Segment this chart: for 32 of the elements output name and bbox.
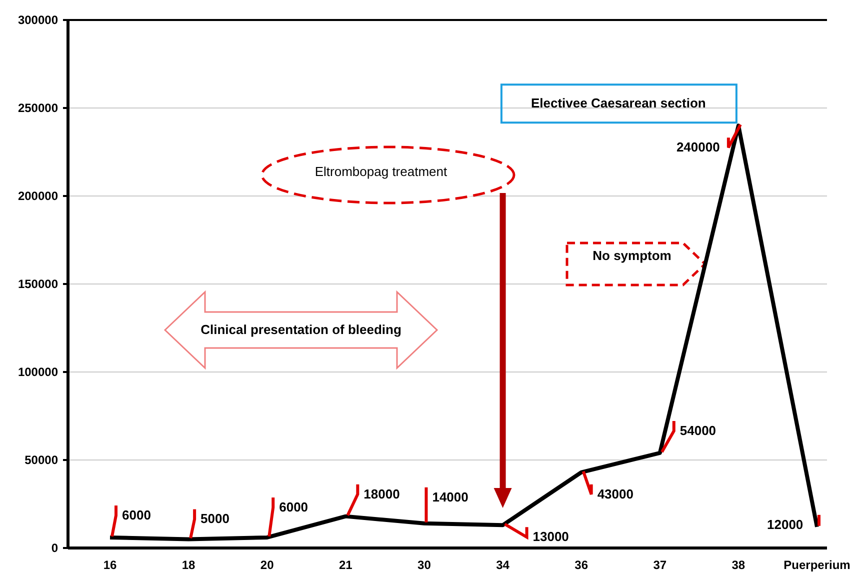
data-label: 12000 — [767, 516, 804, 532]
data-label: 43000 — [597, 486, 634, 502]
line-series — [108, 124, 819, 542]
y-tick-label: 150000 — [18, 277, 58, 291]
x-tick-label: 16 — [103, 558, 117, 572]
x-tick-label: 36 — [574, 558, 588, 572]
y-tick-label: 50000 — [24, 453, 58, 467]
x-tick-label: 37 — [653, 558, 667, 572]
x-tick-label: 18 — [182, 558, 196, 572]
data-label: 240000 — [676, 140, 720, 155]
x-tick-label: 38 — [732, 558, 746, 572]
y-tick-label: 250000 — [18, 101, 58, 115]
data-label: 13000 — [532, 529, 569, 544]
data-label: 6000 — [122, 507, 151, 522]
annotation: Clinical presentation of bleeding — [200, 322, 402, 337]
x-tick-label: 21 — [338, 558, 353, 572]
data-label: 6000 — [279, 499, 308, 514]
annotation: No symptom — [592, 248, 672, 263]
x-tick-label: 30 — [418, 558, 432, 572]
x-tick-label: 20 — [260, 558, 274, 572]
x-tick-label: Puerperium — [784, 558, 850, 572]
x-tick-label: 34 — [496, 558, 510, 572]
y-tick-label: 300000 — [18, 13, 58, 27]
data-label: 5000 — [200, 511, 230, 526]
y-tick-label: 0 — [51, 541, 58, 555]
y-tick-label: 200000 — [18, 189, 58, 203]
data-label: 54000 — [680, 422, 716, 438]
data-label: 18000 — [364, 486, 400, 502]
y-tick-label: 100000 — [18, 365, 58, 379]
annotation: Eltrombopag treatment — [314, 164, 448, 179]
annotation: Electivee Caesarean section — [531, 96, 706, 111]
data-label: 14000 — [432, 489, 468, 504]
